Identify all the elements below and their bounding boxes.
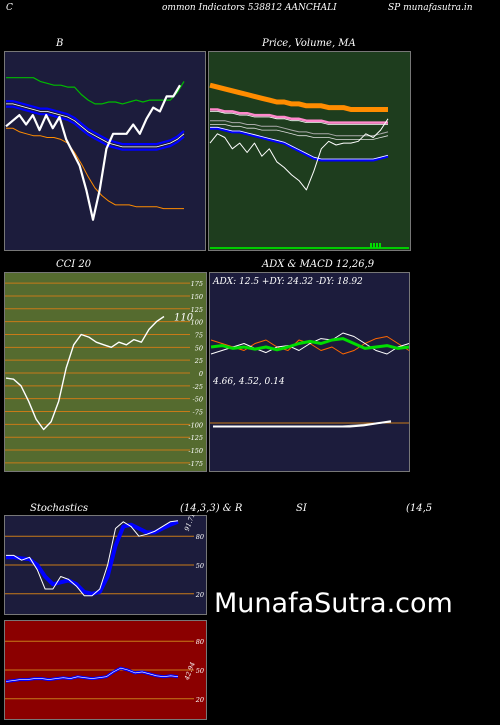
ma-pink-line [210, 108, 388, 124]
rsi-tick-label: 80 [196, 638, 204, 646]
macd-line [213, 420, 392, 428]
cci-tick-label: -50 [193, 396, 203, 404]
price-line [209, 118, 389, 191]
ma-gray-line [210, 120, 389, 137]
stochastics-tick-label: 20 [195, 591, 204, 599]
ma-orange-line [209, 82, 388, 112]
cci-tick-label: 50 [195, 344, 203, 352]
cci-tick-label: 75 [195, 331, 203, 339]
bollinger-panel [4, 51, 206, 251]
cci-value-label: 110 [174, 313, 194, 324]
stochastics-tick-label: 80 [196, 533, 204, 541]
bollinger-mid-band-lower [6, 105, 185, 151]
rsi-params: (14,5 [406, 503, 433, 514]
cci-bg [4, 272, 207, 472]
stochastics-d-line [6, 519, 179, 596]
cci-line [5, 315, 165, 431]
ma-gray-line-2 [210, 124, 389, 140]
cci-chart: 175 150 125 100 75 50 25 0 -25 -50 -75 -100 -125 -150… [4, 272, 207, 472]
stochastics-k-line [6, 520, 179, 597]
cci-tick-label: 0 [199, 370, 203, 378]
adx-macd-chart: ADX: 12.5 +DY: 24.32 -DY: 18.92 4.66, 4.5… [209, 272, 410, 472]
stochastics-params: (14,3,3) & R [180, 503, 243, 514]
rsi-title: SI [296, 503, 307, 514]
rsi-panel: 80 50 20 42.94 [4, 620, 207, 720]
ma-pink-edge [210, 111, 388, 125]
header-site: SP munafasutra.in [388, 3, 473, 13]
cci-tick-label: 125 [191, 306, 203, 314]
header-left: C [6, 3, 13, 13]
bollinger-mid-band-upper [6, 99, 185, 146]
adx-macd-panel: ADX: 12.5 +DY: 24.32 -DY: 18.92 4.66, 4.5… [209, 272, 410, 472]
price-ma-chart [208, 51, 411, 251]
watermark: MunafaSutra.com [214, 588, 453, 619]
cci-tick-label: -150 [188, 447, 203, 455]
ma-blue-edge [210, 126, 389, 160]
stochastics-title: Stochastics [30, 503, 88, 514]
stochastics-tick-label: 50 [196, 562, 204, 570]
rsi-tick-label: 20 [195, 696, 204, 704]
cci-tick-label: 100 [191, 319, 203, 327]
adx-macd-bg [209, 272, 410, 472]
cci-tick-label: 25 [194, 357, 203, 365]
rsi-line-core [5, 667, 179, 682]
adx-values-label: ADX: 12.5 +DY: 24.32 -DY: 18.92 [212, 277, 363, 287]
stochastics-panel: 80 50 20 91.71 [4, 515, 207, 615]
bollinger-mid-band [6, 103, 185, 148]
adx-plus-dy-line [210, 332, 410, 355]
price-ma-panel [208, 51, 411, 251]
bollinger-chart [4, 51, 206, 251]
volume-bar [379, 243, 381, 248]
adx-macd-title: ADX & MACD 12,26,9 [262, 259, 375, 270]
bollinger-upper-band [6, 77, 185, 105]
volume-bar [370, 243, 372, 248]
cci-tick-label: -100 [188, 421, 203, 429]
cci-tick-label: 150 [191, 293, 203, 301]
rsi-tick-label: 50 [196, 667, 204, 675]
ma-blue-line [210, 126, 389, 162]
volume-bar [373, 243, 375, 248]
header-title: ommon Indicators 538812 AANCHALI [162, 3, 337, 13]
cci-tick-label: -175 [188, 460, 203, 468]
price-ma-title: Price, Volume, MA [262, 38, 356, 49]
bollinger-price-line [5, 84, 181, 221]
cci-tick-label: -75 [193, 409, 203, 417]
cci-tick-label: 175 [191, 280, 203, 288]
cci-title: CCI 20 [56, 259, 92, 270]
bollinger-lower-band [6, 127, 184, 210]
cci-panel: 175 150 125 100 75 50 25 0 -25 -50 -75 -100 -125 -150… [4, 272, 207, 472]
price-ma-bg [208, 51, 411, 251]
cci-tick-label: -125 [188, 434, 203, 442]
macd-values-label: 4.66, 4.52, 0.14 [212, 377, 285, 387]
bollinger-title: B [56, 38, 64, 49]
volume-bar [376, 243, 378, 248]
cci-tick-label: -25 [193, 383, 203, 391]
adx-line [210, 337, 410, 352]
